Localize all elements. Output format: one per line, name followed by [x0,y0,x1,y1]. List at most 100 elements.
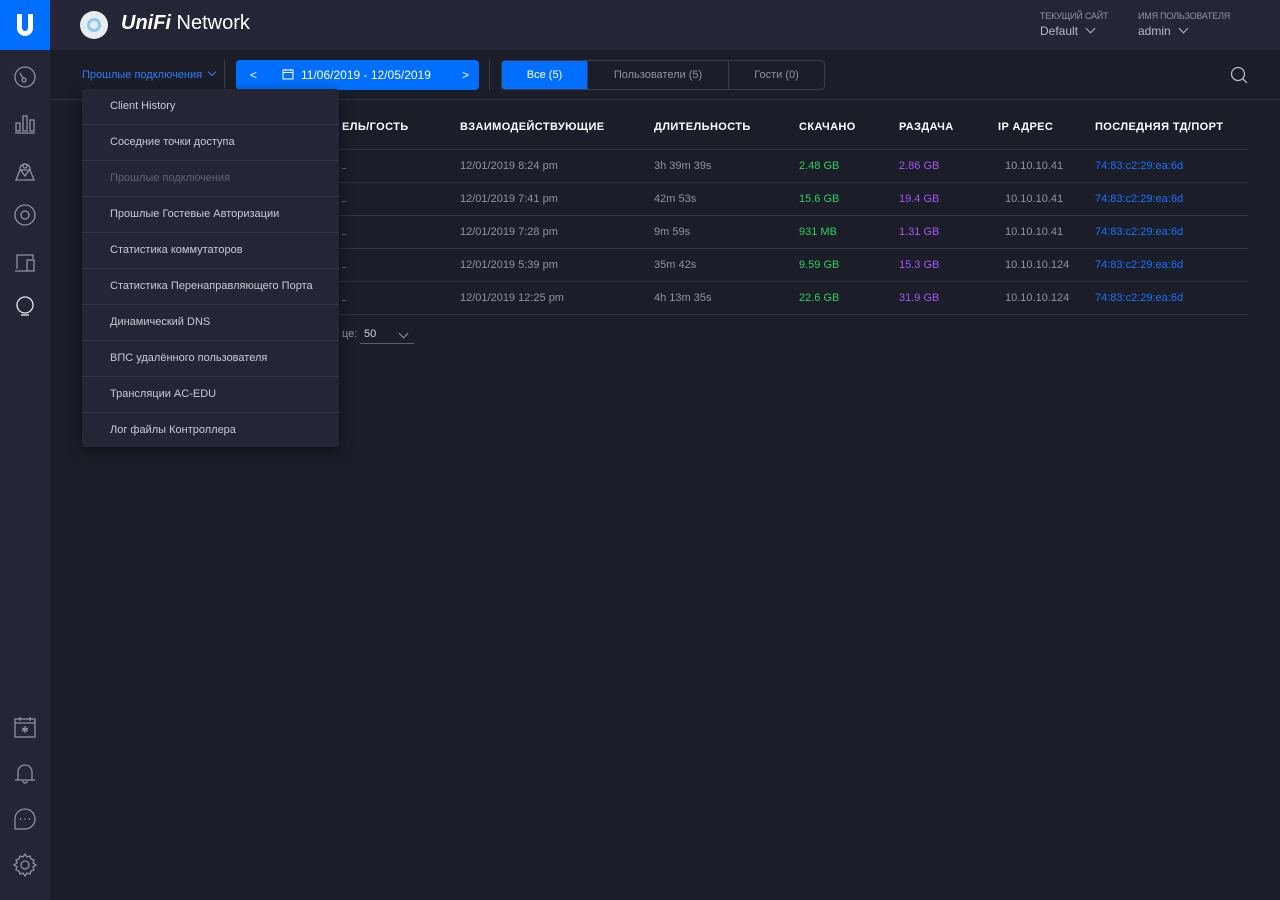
user-label: ИМЯ ПОЛЬЗОВАТЕЛЯ [1138,11,1231,21]
brand-rest: Network [171,12,250,34]
dropdown-item[interactable]: Лог файлы Контроллера [110,424,236,436]
prev-range-button[interactable]: < [250,68,258,82]
truncated-cell [342,201,346,202]
cell-ip: 10.10.10.41 [1005,193,1064,205]
user-value: admin [1138,24,1171,38]
divider [338,182,1248,183]
cell-duration: 9m 59s [654,226,691,238]
dropdown-item[interactable]: Client History [82,89,339,125]
cell-up: 31.9 GB [899,292,940,304]
filter-users[interactable]: Пользователи (5) [587,61,728,89]
cell-ip: 10.10.10.41 [1005,160,1064,172]
cell-time: 12/01/2019 7:28 pm [460,226,558,238]
chevron-down-icon [1085,23,1096,34]
settings-gear-icon[interactable] [13,853,37,877]
cell-down: 22.6 GB [799,292,840,304]
site-selector[interactable]: ТЕКУЩИЙ САЙТ Default [1040,11,1109,38]
cell-duration: 42m 53s [654,193,697,205]
cell-up: 2.86 GB [899,160,940,172]
map-icon[interactable] [13,158,37,182]
date-range-value: 11/06/2019 - 12/05/2019 [301,68,431,82]
cell-ap[interactable]: 74:83:c2:29:ea:6d [1095,193,1184,205]
col-uploaded[interactable]: РАЗДАЧА [899,121,954,133]
dropdown-item[interactable]: Соседние точки доступа [82,125,339,161]
next-range-button[interactable]: > [462,68,470,82]
rows-per-page-label: це: [342,328,358,340]
col-user-guest[interactable]: ЕЛЬ/ГОСТЬ [342,121,409,133]
site-value: Default [1040,24,1079,38]
filter-all[interactable]: Все (5) [502,61,587,89]
truncated-cell [342,267,346,268]
cell-ip: 10.10.10.124 [1005,259,1070,271]
cell-ip: 10.10.10.41 [1005,226,1064,238]
dropdown-item[interactable]: Динамический DNS [82,305,339,341]
device-logo-icon [80,11,108,39]
insights-icon[interactable] [13,295,37,319]
cell-up: 1.31 GB [899,226,940,238]
devices-icon[interactable] [13,203,37,227]
app-title: UniFi Network [121,12,250,35]
divider [338,215,1248,216]
clients-icon[interactable] [13,251,37,275]
history-type-select[interactable]: Прошлые подключения [82,67,217,81]
rows-per-page-select[interactable]: 50 [360,322,414,344]
col-ip[interactable]: IP АДРЕС [998,121,1054,133]
cell-time: 12/01/2019 5:39 pm [460,259,558,271]
dropdown-item[interactable]: Статистика коммутаторов [82,233,339,269]
col-last-ap[interactable]: ПОСЛЕДНЯЯ ТД/ПОРТ [1095,121,1224,133]
cell-down: 931 MB [799,226,837,238]
ubiquiti-logo[interactable] [0,0,50,50]
cell-time: 12/01/2019 7:41 pm [460,193,558,205]
history-type-dropdown: Client History Соседние точки доступа Прош… [82,89,339,447]
cell-up: 15.3 GB [899,259,940,271]
truncated-cell [342,300,346,301]
user-selector[interactable]: ИМЯ ПОЛЬЗОВАТЕЛЯ admin [1138,11,1230,38]
calendar-icon [282,68,294,83]
cell-time: 12/01/2019 8:24 pm [460,160,558,172]
cell-ap[interactable]: 74:83:c2:29:ea:6d [1095,160,1184,172]
cell-ip: 10.10.10.124 [1005,292,1070,304]
chat-icon[interactable] [13,807,37,831]
cell-duration: 35m 42s [654,259,697,271]
dropdown-item[interactable]: Трансляции AC-EDU [82,377,339,413]
toolbar: Прошлые подключения < 11/06/2019 - 12/05… [50,50,1280,100]
site-label: ТЕКУЩИЙ САЙТ [1040,11,1109,21]
dropdown-item[interactable]: Прошлые Гостевые Авторизации [82,197,339,233]
events-calendar-icon[interactable] [13,715,37,739]
cell-ap[interactable]: 74:83:c2:29:ea:6d [1095,292,1184,304]
cell-down: 15.6 GB [799,193,840,205]
col-interacting[interactable]: ВЗАИМОДЕЙСТВУЮЩИЕ [460,121,605,133]
col-duration[interactable]: ДЛИТЕЛЬНОСТЬ [654,121,751,133]
brand-bold: UniFi [121,12,171,34]
sidebar [0,0,50,900]
cell-time: 12/01/2019 12:25 pm [460,292,564,304]
rows-per-page-value: 50 [364,328,377,340]
cell-ap[interactable]: 74:83:c2:29:ea:6d [1095,259,1184,271]
dropdown-item[interactable]: Статистика Перенаправляющего Порта [82,269,339,305]
cell-ap[interactable]: 74:83:c2:29:ea:6d [1095,226,1184,238]
cell-duration: 3h 39m 39s [654,160,712,172]
cell-down: 9.59 GB [799,259,840,271]
history-type-label: Прошлые подключения [82,69,203,81]
statistics-icon[interactable] [13,111,37,135]
cell-down: 2.48 GB [799,160,840,172]
divider [338,314,1248,315]
truncated-cell [342,168,346,169]
cell-duration: 4h 13m 35s [654,292,712,304]
client-type-filter: Все (5) Пользователи (5) Гости (0) [501,60,825,90]
dropdown-item: Прошлые подключения [82,161,339,197]
col-downloaded[interactable]: СКАЧАНО [799,121,856,133]
filter-guests[interactable]: Гости (0) [728,61,824,89]
chevron-down-icon [207,67,217,77]
cell-up: 19.4 GB [899,193,940,205]
chevron-down-icon [398,328,409,339]
divider [338,149,1248,150]
divider [224,60,225,90]
dashboard-icon[interactable] [13,65,37,89]
truncated-cell [342,234,346,235]
bell-icon[interactable] [13,761,37,785]
search-icon[interactable] [1230,66,1248,87]
date-range-picker[interactable]: < 11/06/2019 - 12/05/2019 > [236,60,479,90]
top-header: UniFi Network ТЕКУЩИЙ САЙТ Default ИМЯ П… [50,0,1280,50]
dropdown-item[interactable]: ВПС удалённого пользователя [82,341,339,377]
